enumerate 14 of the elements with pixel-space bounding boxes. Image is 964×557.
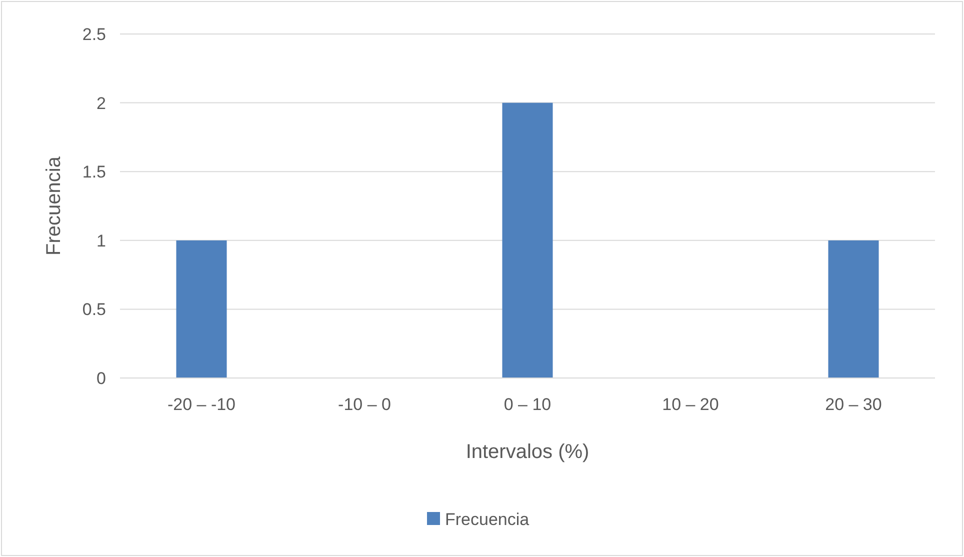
legend-label: Frecuencia [445, 510, 530, 529]
x-tick-label: -10 – 0 [338, 395, 391, 414]
x-tick-label: 0 – 10 [504, 395, 552, 414]
y-tick-label: 0.5 [82, 300, 106, 320]
y-tick-label: 1 [96, 231, 106, 250]
x-tick-label: -20 – -10 [167, 395, 236, 414]
x-axis-title: Intervalos (%) [466, 441, 590, 463]
x-tick-label: 10 – 20 [662, 395, 719, 414]
y-tick-label: 2.5 [82, 24, 106, 44]
y-tick-label: 1.5 [82, 162, 106, 182]
x-tick-label: 20 – 30 [825, 395, 882, 414]
y-tick-label: 0 [96, 368, 106, 388]
y-tick-label: 2 [96, 94, 106, 113]
y-axis-title: Frecuencia [43, 156, 65, 256]
